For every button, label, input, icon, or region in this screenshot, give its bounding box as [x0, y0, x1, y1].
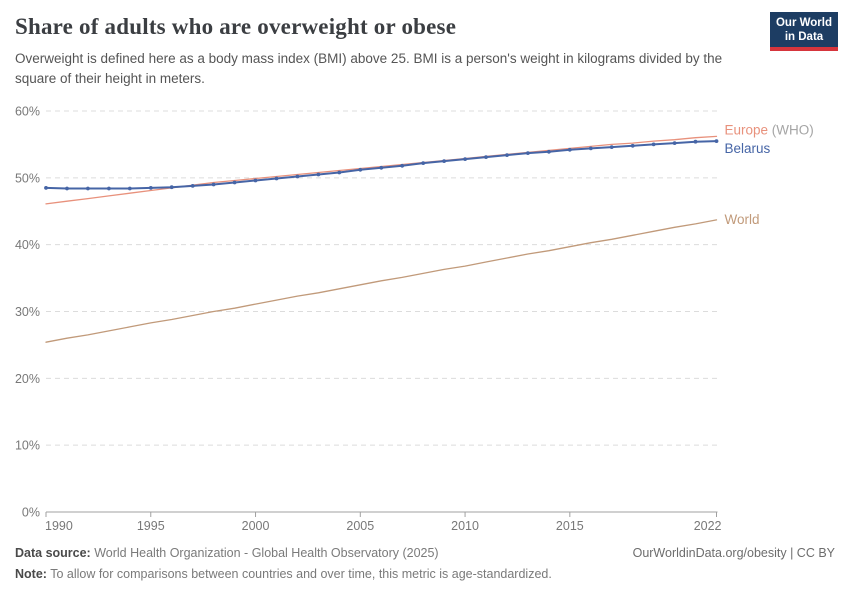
series-label-belarus[interactable]: Belarus	[725, 141, 771, 156]
x-tick-label-2005: 2005	[346, 519, 374, 533]
chart-header: Share of adults who are overweight or ob…	[15, 14, 760, 88]
chart-subtitle: Overweight is defined here as a body mas…	[15, 51, 723, 86]
y-tick-label-60: 60%	[15, 105, 40, 119]
y-tick-label-40: 40%	[15, 238, 40, 252]
data-source: Data source: World Health Organization -…	[15, 546, 439, 560]
y-tick-label-50: 50%	[15, 171, 40, 185]
footnote-text: To allow for comparisons between countri…	[50, 567, 552, 581]
page-title: Share of adults who are overweight or ob…	[15, 14, 457, 39]
y-tick-label-10: 10%	[15, 439, 40, 453]
series-markers-belarus	[44, 139, 719, 191]
x-tick-label-1995: 1995	[137, 519, 165, 533]
logo-line-2: in Data	[784, 31, 824, 43]
x-tick-label-2015: 2015	[556, 519, 584, 533]
logo-line-1: Our World	[775, 17, 832, 29]
x-tick-label-2022: 2022	[694, 519, 722, 533]
y-tick-label-30: 30%	[15, 305, 40, 319]
series-line-world[interactable]	[45, 219, 718, 343]
data-source-label: Data source:	[15, 546, 91, 560]
x-tick-label-2000: 2000	[242, 519, 270, 533]
x-tick-label-1990: 1990	[45, 519, 73, 533]
series-line-belarus[interactable]	[45, 140, 718, 190]
footnote: Note: To allow for comparisons between c…	[15, 567, 835, 581]
series-label-europe-who[interactable]: Europe (WHO)	[725, 122, 814, 137]
x-tick-label-2010: 2010	[451, 519, 479, 533]
series-label-world[interactable]: World	[725, 212, 760, 227]
y-tick-label-0: 0%	[22, 506, 40, 520]
data-source-text: World Health Organization - Global Healt…	[94, 546, 439, 560]
chart-footer: Data source: World Health Organization -…	[15, 546, 835, 581]
footnote-label: Note:	[15, 567, 47, 581]
y-tick-label-20: 20%	[15, 372, 40, 386]
owid-logo: Our World in Data	[770, 12, 838, 51]
owid-credit-link[interactable]: OurWorldinData.org/obesity | CC BY	[632, 546, 835, 560]
